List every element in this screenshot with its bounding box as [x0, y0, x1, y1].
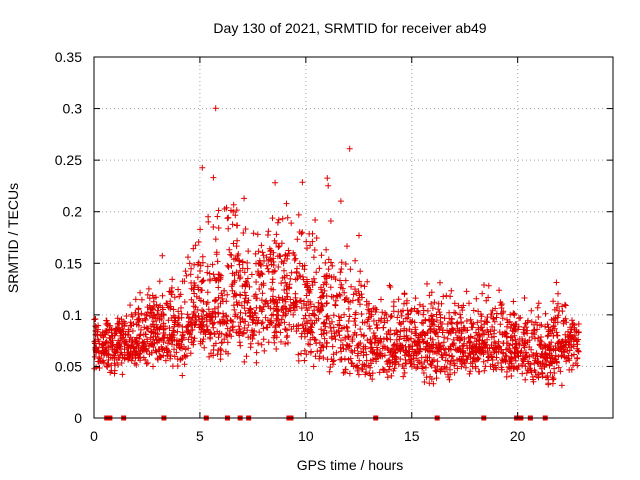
x-tick-label: 15 — [404, 428, 420, 444]
x-tick-label: 0 — [90, 428, 98, 444]
data-points — [91, 105, 582, 389]
y-tick-label: 0.25 — [55, 152, 82, 168]
y-tick-label: 0.15 — [55, 255, 82, 271]
chart-title: Day 130 of 2021, SRMTID for receiver ab4… — [213, 20, 486, 36]
x-tick-label: 5 — [196, 428, 204, 444]
y-tick-label: 0.05 — [55, 358, 82, 374]
x-tick-label: 20 — [510, 428, 526, 444]
x-tick-label: 10 — [298, 428, 314, 444]
plot-frame — [93, 56, 614, 419]
scatter-plus-markers — [91, 105, 582, 389]
y-tick-labels: 0 0.05 0.1 0.15 0.2 0.25 0.3 0.35 — [55, 49, 82, 426]
x-axis-label: GPS time / hours — [297, 457, 404, 473]
y-tick-label: 0.1 — [63, 307, 83, 323]
axis-ticks — [93, 56, 613, 419]
x-tick-labels: 0 5 10 15 20 — [90, 428, 526, 444]
y-tick-label: 0 — [74, 410, 82, 426]
y-tick-label: 0.35 — [55, 49, 82, 65]
y-tick-label: 0.2 — [63, 204, 83, 220]
y-tick-label: 0.3 — [63, 101, 83, 117]
y-axis-label: SRMTID / TECUs — [5, 183, 21, 293]
